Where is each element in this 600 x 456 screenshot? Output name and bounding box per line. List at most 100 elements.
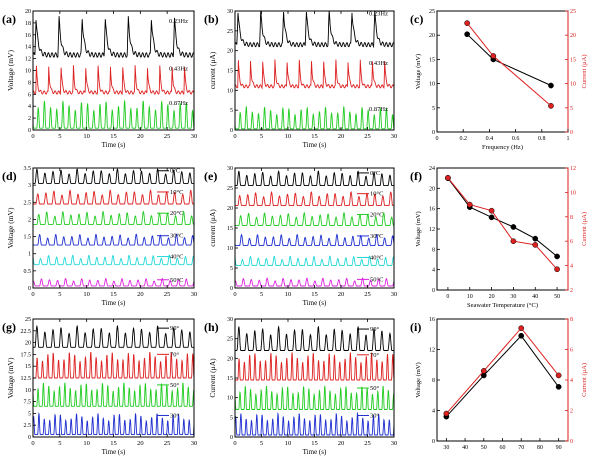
y-tick-label: 2.5 (24, 423, 32, 429)
x-tick-label: 5 (58, 440, 61, 447)
x-tick-label: 25 (164, 440, 171, 447)
y-tick-label: 5 (432, 106, 435, 112)
x-tick-label: 20 (338, 291, 345, 298)
data-point (466, 201, 473, 208)
x-tick-label: 0 (31, 291, 34, 298)
data-point (445, 174, 451, 181)
y-tick-label: 4 (432, 268, 435, 274)
panel-f: (f)0 10 20 30 40 500481216202424681012Seawate… (410, 166, 588, 309)
y-tick-label: 25 (429, 9, 435, 15)
series-line (235, 325, 394, 351)
x-tick-label: 15 (311, 440, 318, 447)
panel-label: (e) (204, 169, 217, 183)
x-axis-label: Time (s) (102, 299, 126, 307)
y-tick-label: 15 (25, 364, 31, 370)
y-axis-label: current (μA) (208, 51, 217, 89)
series-line (234, 255, 395, 267)
y-axis-label: Voltage (mV) (6, 357, 15, 398)
y-tick-label: 15 (227, 226, 233, 232)
y-axis-label: Voltage (mV) (415, 54, 422, 89)
x-tick-label: 20 (338, 440, 345, 447)
x-tick-label: 15 (110, 291, 117, 298)
legend-label: 40°C (370, 254, 383, 261)
legend-label: 0.43Hz (169, 66, 188, 73)
y2-tick-label: 2 (570, 409, 573, 415)
x-tick-label: 10 (467, 294, 473, 300)
panel-label: (g) (2, 320, 16, 334)
y-tick-label: 15 (227, 69, 233, 75)
panel-label: (d) (2, 169, 17, 183)
panel-b: (b) 0 5 10 15 20 25 30 0 5 10 15 20 25 30 Time (s) curre… (204, 9, 397, 149)
y-tick-label: 0 (432, 130, 435, 136)
legend-label: 50° (170, 382, 180, 389)
y-tick-label: 30 (227, 9, 233, 15)
y-tick-label: 1 (28, 252, 31, 258)
legend-label: 0°C (370, 170, 380, 177)
y2-axis-label: Current (μA) (581, 55, 588, 89)
x-tick-label: 30 (510, 294, 516, 300)
y2-tick-label: 2 (570, 288, 573, 294)
y-tick-label: 1.5 (24, 235, 32, 241)
data-point (510, 224, 517, 230)
series-line (32, 411, 195, 436)
panel-label: (f) (410, 169, 422, 183)
y-tick-label: 3 (28, 183, 31, 189)
x-tick-label: 15 (110, 133, 117, 140)
y-tick-label: 0 (230, 435, 233, 441)
y-axis-label: Voltage (mV) (415, 211, 422, 246)
x-tick-label: 10 (83, 133, 90, 140)
y-tick-label: 20 (429, 33, 435, 39)
y-tick-label: 0 (28, 128, 31, 134)
x-tick-label: 30 (391, 133, 398, 140)
y-tick-label: 0 (230, 286, 233, 292)
y-tick-label: 6 (28, 92, 31, 98)
data-point (488, 214, 495, 221)
x-tick-label: 15 (311, 133, 318, 140)
y2-tick-label: 20 (570, 33, 576, 39)
y-tick-label: 22.5 (21, 329, 32, 335)
series-line (235, 211, 395, 227)
x-tick-label: 40 (532, 294, 538, 300)
y-axis-label: Voltage (mV) (6, 207, 15, 248)
legend-label: 90° (170, 325, 180, 332)
x-tick-label: 20 (338, 133, 345, 140)
series-line (234, 10, 395, 49)
y2-tick-label: 0 (570, 439, 573, 445)
series-line (32, 65, 195, 96)
panel-label: (h) (204, 320, 219, 334)
series-line (33, 189, 194, 205)
y2-tick-label: 10 (570, 190, 576, 196)
legend-label: 0.43Hz (369, 60, 388, 67)
series-line (32, 254, 195, 266)
x-tick-label: 20 (137, 133, 144, 140)
panel-label: (c) (410, 12, 423, 26)
series-line (446, 327, 559, 414)
series-line (234, 352, 395, 381)
data-point (518, 325, 525, 331)
x-tick-label: 60 (500, 445, 506, 451)
y-tick-label: 14 (25, 45, 31, 51)
y-tick-label: 10 (25, 69, 31, 75)
y-tick-label: 20 (25, 9, 31, 15)
y2-tick-label: 25 (570, 9, 576, 15)
x-axis-label: Time (s) (303, 448, 327, 456)
data-point (554, 253, 560, 260)
y2-axis-label: Current (μA) (581, 363, 588, 397)
series-line (32, 382, 195, 407)
panel-i: (i) 30 40 50 60 70 80 90 0 4 8 12 16 0 2 4 6 8 Voltage (mV… (410, 317, 588, 451)
x-tick-label: 1 (567, 136, 570, 142)
panel-c: (c)0 0.2 0.4 0.6 0.8 105101520250510152025Fre… (410, 9, 588, 151)
series-line (446, 335, 560, 417)
series-line (234, 59, 395, 90)
x-tick-label: 30 (191, 291, 198, 298)
x-axis-label: Time (s) (102, 141, 126, 149)
y2-tick-label: 4 (570, 264, 573, 270)
y-tick-label: 2 (28, 116, 31, 122)
data-point (490, 53, 497, 59)
y2-tick-label: 8 (570, 215, 573, 221)
y-tick-label: 4 (28, 104, 31, 110)
y2-tick-label: 0 (570, 130, 573, 136)
panel-label: (a) (2, 12, 16, 26)
y-tick-label: 8 (28, 80, 31, 86)
